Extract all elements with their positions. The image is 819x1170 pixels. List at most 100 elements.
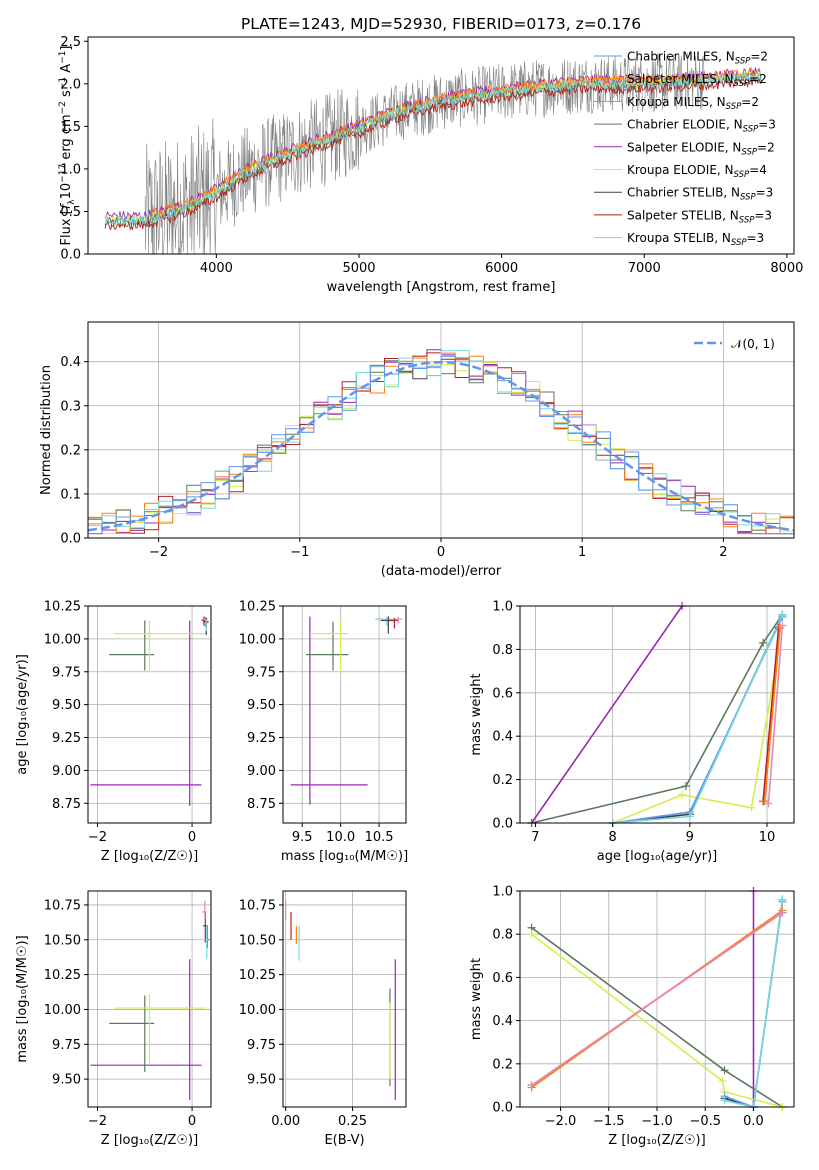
legend-text: Salpeter STELIB, N: [627, 208, 739, 222]
frame-layer: [84, 36, 795, 1111]
mass-vs-Z-xlabel: Z [log₁₀(Z/Z☉)]: [101, 1133, 198, 1148]
legend-text: =3: [747, 231, 765, 245]
ylabel-part: −2: [58, 101, 68, 114]
weight-vs-Z-xtick-label: −1.5: [593, 1114, 625, 1129]
weight-vs-age-xtick-label: 7: [531, 830, 539, 845]
residuals-xtick-label: 2: [719, 545, 727, 560]
legend-text: Chabrier ELODIE, N: [627, 118, 743, 132]
weight-point-marker: [747, 803, 756, 812]
legend-label: Chabrier MILES, NSSP=2: [627, 50, 768, 67]
age-vs-mass-ytick-label: 10.25: [239, 600, 276, 615]
weight-series-line: [612, 649, 780, 824]
residuals-xtick-label: 1: [578, 545, 586, 560]
weight-vs-Z-xtick-label: −2.0: [545, 1114, 577, 1129]
mass-vs-ebv-axes-frame: [282, 890, 407, 1108]
mass-vs-Z-ytick-label: 9.50: [52, 1073, 81, 1088]
weight-vs-Z-ytick-label: 0.2: [492, 1057, 513, 1072]
plot-layer: [87, 52, 795, 1111]
ylabel-part: −1: [58, 51, 68, 64]
age-vs-mass-axes-frame: [282, 605, 407, 824]
spectrum-axes-frame: [87, 36, 795, 255]
ylabel-part: −1: [58, 77, 68, 90]
age-vs-mass-ytick-label: 9.75: [247, 665, 276, 680]
weight-vs-age-ytick-label: 1.0: [492, 600, 513, 615]
legend-subscript: SSP: [734, 79, 750, 89]
spectrum-ytick-label: 2.0: [60, 77, 81, 92]
mass-vs-ebv-ytick-label: 10.75: [239, 898, 276, 913]
legend-subscript: SSP: [739, 215, 755, 225]
age-vs-Z-ylabel: age [log₁₀(age/yr)]: [15, 654, 30, 775]
mass-vs-Z-ylabel: mass [log₁₀(M/M☉)]: [15, 935, 30, 1062]
figure-title: PLATE=1243, MJD=52930, FIBERID=0173, z=0…: [241, 15, 641, 33]
legend-text: Kroupa MILES, N: [627, 95, 726, 109]
weight-vs-age-xtick-label: 10: [759, 830, 776, 845]
weight-point-marker: [685, 812, 694, 821]
mass-vs-Z-ytick-label: 10.25: [44, 968, 81, 983]
mass-vs-ebv-xlabel: E(B-V): [324, 1133, 364, 1148]
age-vs-mass-ytick-label: 10.00: [239, 632, 276, 647]
age-vs-mass-ytick-label: 9.00: [247, 764, 276, 779]
legend-text: =3: [754, 208, 772, 222]
legend-label: Kroupa STELIB, NSSP=3: [627, 231, 764, 248]
weight-vs-Z-xtick-label: −1.0: [641, 1114, 673, 1129]
age-vs-Z-ytick-label: 10.25: [44, 600, 81, 615]
histogram-step-line: [88, 355, 794, 535]
weight-vs-Z-xtick-label: 0.0: [743, 1114, 764, 1129]
mass-vs-Z-axes-frame: [87, 890, 212, 1108]
weight-vs-Z-xlabel: Z [log₁₀(Z/Z☉)]: [608, 1133, 705, 1148]
residuals-ytick-label: 0.2: [60, 443, 81, 458]
legend-text: Chabrier MILES, N: [627, 50, 735, 64]
legend-text: Salpeter MILES, N: [627, 72, 734, 86]
spectrum-ytick-label: 2.5: [60, 35, 81, 50]
legend-text: Kroupa ELODIE, N: [627, 163, 734, 177]
legend-text: =2: [757, 140, 775, 154]
weight-point-marker: [759, 638, 768, 647]
legend-text: =3: [756, 186, 774, 200]
ylabel-part: f: [59, 202, 74, 209]
ylabel-part: −17: [58, 164, 68, 183]
age-vs-Z-ytick-label: 9.25: [52, 731, 81, 746]
legend-subscript: SSP: [743, 125, 759, 135]
weight-point-marker: [778, 621, 787, 630]
spectrum-xtick-label: 4000: [200, 261, 233, 276]
weight-point-marker: [527, 1081, 536, 1090]
weight-point-marker: [718, 1077, 727, 1086]
spectrum-ylabel: Flux [fλ10−17 erg cm−2 s−1 A−1]: [58, 46, 77, 246]
weight-vs-age-xtick-label: 9: [686, 830, 694, 845]
legend-label: Kroupa MILES, NSSP=2: [627, 95, 759, 112]
weight-vs-age-ylabel: mass weight: [469, 673, 484, 755]
observed-spectrum-line: [144, 52, 705, 254]
model-spectrum-line: [151, 66, 761, 220]
weight-point-marker: [720, 1096, 729, 1105]
grid-layer: [88, 322, 794, 1108]
weight-series-line: [530, 605, 683, 824]
weight-vs-age-ytick-label: 0.8: [492, 643, 513, 658]
weight-series-line: [531, 933, 783, 1108]
legend-text: =4: [749, 163, 767, 177]
legend-subscript: SSP: [735, 57, 751, 67]
residuals-xtick-label: −2: [149, 545, 168, 560]
mass-vs-ebv-ytick-label: 10.00: [239, 1003, 276, 1018]
legend-label: Salpeter MILES, NSSP=2: [627, 72, 767, 89]
weight-vs-age-axes-frame: [519, 605, 795, 824]
residuals-xtick-label: −1: [290, 545, 309, 560]
spectrum-xtick-label: 7000: [628, 261, 661, 276]
ylabel-part: erg cm: [59, 114, 74, 163]
age-vs-mass-xlabel: mass [log₁₀(M/M☉)]: [281, 849, 408, 864]
weight-vs-age-ytick-label: 0.2: [492, 773, 513, 788]
weight-vs-age-ytick-label: 0.0: [492, 817, 513, 832]
text-layer: 4000 5000 6000 7000 80000.00.51.01.52.02.5wa…: [15, 35, 803, 1148]
weight-point-marker: [760, 797, 769, 806]
legend-text: =3: [758, 118, 776, 132]
weight-vs-Z-ylabel: mass weight: [469, 958, 484, 1040]
age-vs-Z-xtick-label: 0: [188, 830, 196, 845]
model-spectrum-line: [104, 67, 762, 222]
spectrum-xtick-label: 6000: [485, 261, 518, 276]
spectrum-ytick-label: 1.0: [60, 162, 81, 177]
mass-vs-Z-ytick-label: 10.00: [44, 1003, 81, 1018]
weight-point-marker: [527, 930, 536, 939]
age-vs-mass-xtick-label: 10.0: [326, 830, 355, 845]
ylabel-part: Flux [: [59, 209, 74, 245]
weight-vs-age-xtick-label: 8: [608, 830, 616, 845]
